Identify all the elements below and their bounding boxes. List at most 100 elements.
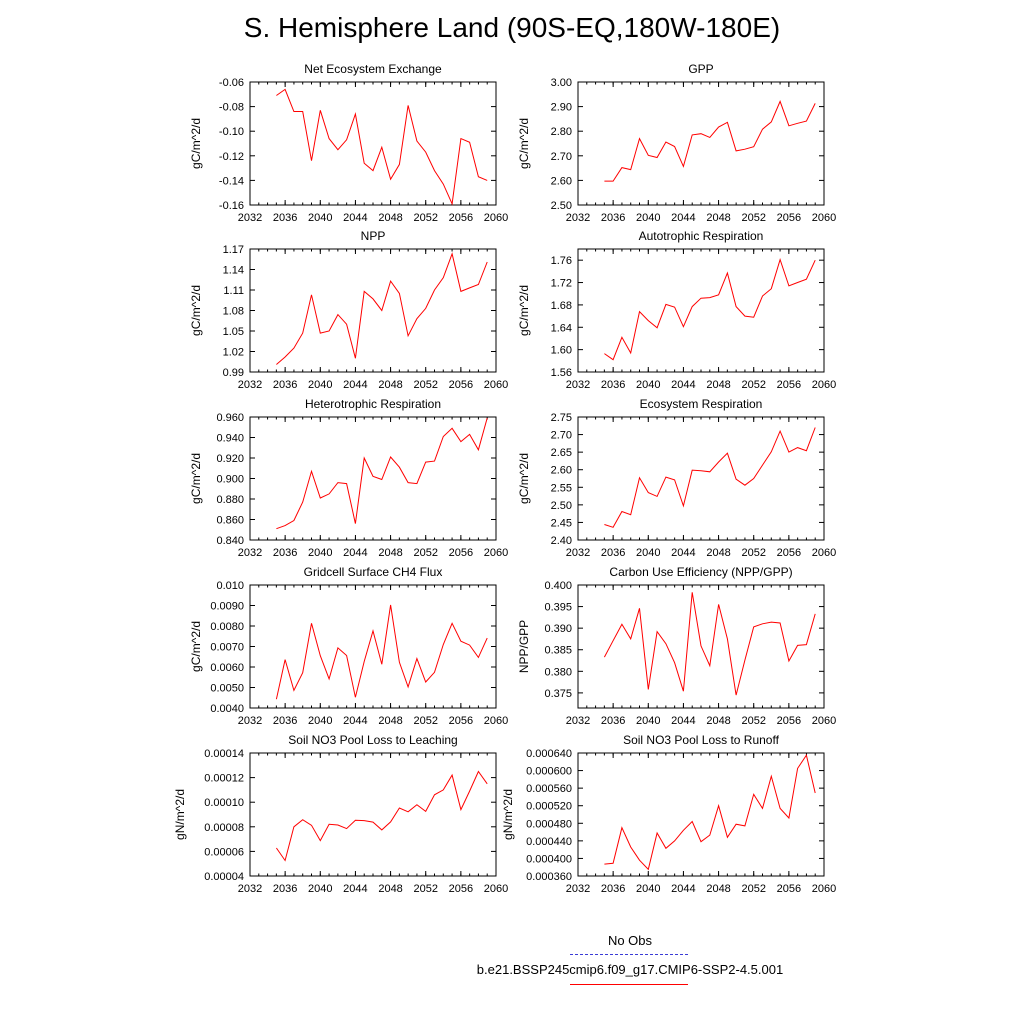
x-tick-label: 2032 [238, 715, 262, 727]
x-tick-label: 2060 [812, 212, 836, 224]
x-tick-label: 2060 [812, 379, 836, 391]
x-tick-label: 2036 [273, 547, 297, 559]
x-tick-label: 2052 [741, 715, 765, 727]
y-tick-label: 0.000440 [526, 836, 572, 848]
series-line-0 [604, 257, 816, 361]
chart-title: Heterotrophic Respiration [305, 397, 441, 411]
series-line-0 [276, 88, 488, 206]
y-axis-label: gC/m^2/d [189, 621, 203, 672]
chart-panel-3: Autotrophic Respiration 2032 2036 2040 2044 2… [517, 229, 836, 391]
x-tick-label: 2048 [378, 715, 402, 727]
y-tick-label: 0.0070 [210, 642, 244, 654]
x-tick-label: 2056 [777, 883, 801, 895]
chart-title: Net Ecosystem Exchange [304, 62, 442, 76]
series-line-0 [604, 427, 816, 528]
y-tick-label: 1.68 [551, 300, 572, 312]
x-tick-label: 2056 [777, 715, 801, 727]
x-tick-label: 2036 [273, 212, 297, 224]
legend-no-obs-line [570, 954, 688, 955]
x-tick-label: 2032 [566, 212, 590, 224]
x-tick-label: 2048 [378, 547, 402, 559]
x-tick-label: 2056 [777, 379, 801, 391]
x-tick-label: 2060 [484, 547, 508, 559]
x-tick-label: 2032 [566, 883, 590, 895]
y-tick-label: 0.000520 [526, 801, 572, 813]
x-tick-label: 2032 [566, 715, 590, 727]
x-tick-label: 2052 [741, 883, 765, 895]
y-tick-label: 0.0050 [210, 683, 244, 695]
y-tick-label: 0.000560 [526, 783, 572, 795]
x-tick-label: 2032 [566, 379, 590, 391]
y-tick-label: 1.02 [223, 347, 244, 359]
y-tick-label: -0.10 [219, 126, 244, 138]
chart-title: Soil NO3 Pool Loss to Leaching [288, 733, 457, 747]
x-tick-label: 2056 [449, 379, 473, 391]
y-tick-label: 2.65 [551, 447, 572, 459]
y-tick-label: 0.0040 [210, 703, 244, 715]
y-tick-label: 0.400 [544, 580, 572, 592]
y-tick-label: 0.000480 [526, 818, 572, 830]
chart-frame [577, 416, 825, 541]
x-tick-label: 2032 [238, 212, 262, 224]
x-tick-label: 2036 [273, 715, 297, 727]
x-tick-label: 2056 [449, 547, 473, 559]
y-tick-label: 0.00010 [204, 797, 244, 809]
y-tick-label: 2.75 [551, 412, 572, 424]
x-tick-label: 2048 [378, 212, 402, 224]
page-title: S. Hemisphere Land (90S-EQ,180W-180E) [243, 12, 781, 43]
x-tick-label: 2032 [566, 547, 590, 559]
y-tick-label: 0.0060 [210, 662, 244, 674]
y-tick-label: 0.000360 [526, 871, 572, 883]
y-tick-label: 0.900 [216, 474, 244, 486]
x-tick-label: 2044 [671, 883, 695, 895]
y-tick-label: 2.55 [551, 482, 572, 494]
y-tick-label: 0.390 [544, 623, 572, 635]
x-tick-label: 2040 [636, 547, 660, 559]
y-tick-label: 0.010 [216, 580, 244, 592]
y-axis-label: gC/m^2/d [189, 285, 203, 336]
y-tick-label: 1.05 [223, 326, 244, 338]
y-tick-label: 2.45 [551, 517, 572, 529]
chart-title: Carbon Use Efficiency (NPP/GPP) [609, 565, 792, 579]
x-tick-label: 2060 [484, 379, 508, 391]
y-tick-label: 0.0090 [210, 601, 244, 613]
y-tick-label: 2.70 [551, 151, 572, 163]
y-tick-label: 0.375 [544, 688, 572, 700]
x-tick-label: 2044 [671, 547, 695, 559]
x-tick-label: 2040 [308, 379, 332, 391]
y-axis-label: gC/m^2/d [517, 453, 531, 504]
y-tick-label: 2.60 [551, 175, 572, 187]
series-line-0 [604, 753, 816, 871]
y-tick-label: 1.56 [551, 367, 572, 379]
y-tick-label: 0.00012 [204, 773, 244, 785]
y-tick-label: 0.840 [216, 535, 244, 547]
series-line-0 [276, 417, 488, 530]
series-line-0 [275, 770, 488, 862]
x-tick-label: 2040 [636, 715, 660, 727]
y-tick-label: 0.860 [216, 515, 244, 527]
x-tick-label: 2040 [636, 883, 660, 895]
x-tick-label: 2060 [484, 883, 508, 895]
x-tick-label: 2032 [238, 883, 262, 895]
y-tick-label: 0.0080 [210, 621, 244, 633]
y-tick-label: 1.08 [223, 306, 244, 318]
y-tick-label: 0.00014 [204, 748, 244, 760]
y-tick-label: 0.000640 [526, 748, 572, 760]
chart-title: Autotrophic Respiration [639, 229, 764, 243]
x-tick-label: 2052 [413, 547, 437, 559]
chart-title: Soil NO3 Pool Loss to Runoff [623, 733, 780, 747]
y-tick-label: 2.80 [551, 126, 572, 138]
x-tick-label: 2056 [777, 212, 801, 224]
y-tick-label: -0.06 [219, 77, 244, 89]
x-tick-label: 2056 [777, 547, 801, 559]
y-tick-label: 2.50 [551, 200, 572, 212]
chart-panel-6: Gridcell Surface CH4 Flux 2032 2036 2040 204… [189, 565, 508, 727]
x-tick-label: 2044 [671, 715, 695, 727]
x-tick-label: 2032 [238, 379, 262, 391]
x-tick-label: 2044 [343, 883, 367, 895]
chart-panel-2: NPP 2032 2036 2040 2044 2048 2052 2056 2060 1.17 1… [189, 229, 508, 391]
chart-panel-9: Soil NO3 Pool Loss to Runoff 2032 2036 2040… [501, 733, 836, 895]
y-tick-label: 1.14 [223, 265, 244, 277]
y-tick-label: -0.16 [219, 200, 244, 212]
